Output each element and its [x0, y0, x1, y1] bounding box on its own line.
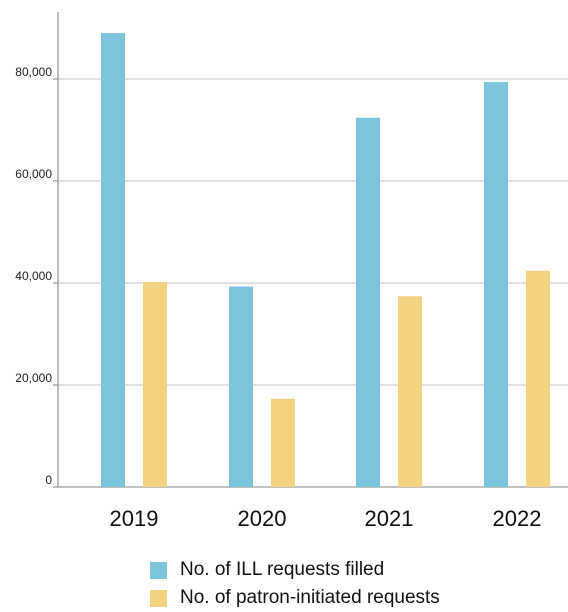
bar-ill-requests-2019	[101, 33, 125, 487]
bar-patron-requests-2019	[143, 281, 167, 487]
legend-label-ill-requests: No. of ILL requests filled	[180, 559, 385, 580]
x-category-label: 2019	[110, 506, 159, 531]
y-tick-label: 0	[45, 473, 52, 487]
legend-item-ill-requests: No. of ILL requests filled	[150, 556, 440, 584]
bar-patron-requests-2020	[271, 398, 295, 487]
y-tick-label: 20,000	[15, 371, 52, 385]
bars	[101, 33, 550, 487]
legend-label-patron-requests: No. of patron-initiated requests	[180, 587, 440, 608]
y-tick-label: 80,000	[15, 65, 52, 79]
x-category-label: 2021	[365, 506, 414, 531]
y-tick-label: 40,000	[15, 269, 52, 283]
x-axis-category-labels: 2019 2020 2021 2022	[110, 506, 542, 531]
legend-swatch-patron-requests	[150, 589, 167, 607]
bar-ill-requests-2020	[229, 286, 253, 487]
bar-ill-requests-2022	[484, 82, 508, 487]
y-axis-tick-labels: 0 20,000 40,000 60,000 80,000	[15, 65, 52, 487]
legend-swatch-ill-requests	[150, 561, 167, 579]
x-category-label: 2022	[493, 506, 542, 531]
bar-ill-requests-2021	[356, 117, 380, 487]
bar-patron-requests-2022	[526, 270, 550, 487]
bar-patron-requests-2021	[398, 296, 422, 487]
legend-item-patron-requests: No. of patron-initiated requests	[150, 584, 440, 612]
y-tick-label: 60,000	[15, 167, 52, 181]
x-category-label: 2020	[238, 506, 287, 531]
legend: No. of ILL requests filled No. of patron…	[150, 556, 440, 612]
